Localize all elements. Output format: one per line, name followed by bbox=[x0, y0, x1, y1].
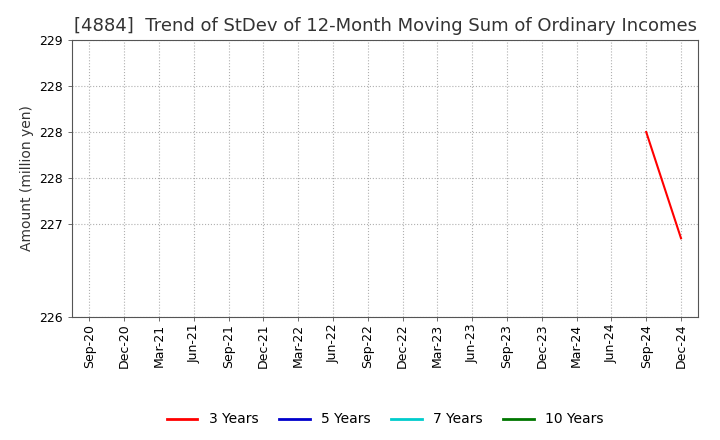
Y-axis label: Amount (million yen): Amount (million yen) bbox=[19, 105, 34, 251]
Legend: 3 Years, 5 Years, 7 Years, 10 Years: 3 Years, 5 Years, 7 Years, 10 Years bbox=[161, 407, 609, 432]
Title: [4884]  Trend of StDev of 12-Month Moving Sum of Ordinary Incomes: [4884] Trend of StDev of 12-Month Moving… bbox=[73, 17, 697, 35]
